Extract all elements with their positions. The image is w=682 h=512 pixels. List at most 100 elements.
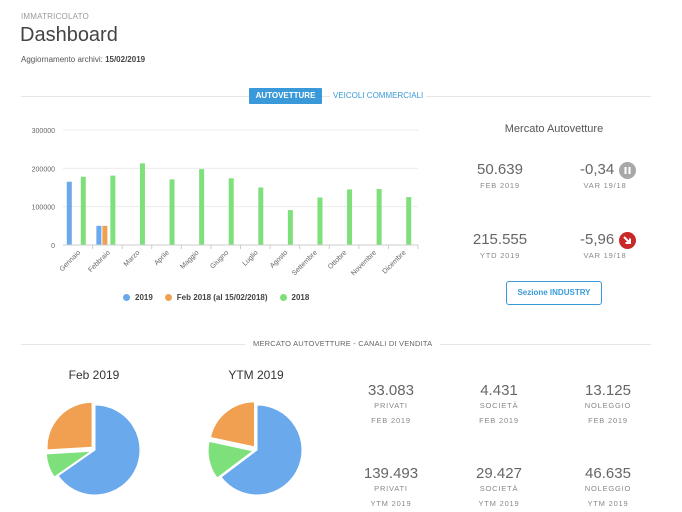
bar-2018[interactable] <box>110 175 116 245</box>
x-tick-label: Gennaio <box>59 249 83 273</box>
x-tick-label: Marzo <box>123 249 142 268</box>
pie-slice-noleggio[interactable] <box>209 401 255 448</box>
update-info: Aggiornamento archivi: 15/02/2019 <box>21 55 145 64</box>
stat-number: 46.635 <box>585 465 631 482</box>
chart-legend: 2019 Feb 2018 (al 15/02/2018) 2018 <box>123 293 309 302</box>
bar-2018[interactable] <box>258 187 264 246</box>
stat-privati-feb: 33.083 PRIVATI FEB 2019 <box>341 382 441 425</box>
stat-societa-feb: 4.431 SOCIETÀ FEB 2019 <box>449 382 549 425</box>
market-title: Mercato Autovetture <box>504 123 604 135</box>
pie-slice-privati[interactable] <box>57 404 141 496</box>
stat-label: PRIVATI <box>374 484 408 493</box>
pie-chart-feb <box>45 401 141 496</box>
x-tick-label: Novembre <box>350 249 378 277</box>
y-tick-label: 0 <box>51 243 55 250</box>
stat-number: 29.427 <box>476 465 522 482</box>
pie-chart-ytm <box>207 401 303 496</box>
legend-dot <box>279 294 287 301</box>
legend-item-2019[interactable]: 2019 <box>123 293 153 302</box>
pie1-title: Feb 2019 <box>68 368 120 382</box>
channels-section-title: MERCATO AUTOVETTURE - CANALI DI VENDITA <box>245 339 441 348</box>
x-tick-label: Maggio <box>179 249 200 270</box>
legend-label: 2019 <box>135 293 153 302</box>
y-tick-label: 300000 <box>32 128 55 135</box>
bar-2019[interactable] <box>96 225 102 245</box>
bar-chart: 0 100000 200000 300000 Gennaio Febbraio Marzo… <box>32 128 419 277</box>
legend-label: 2018 <box>291 293 310 302</box>
legend-item-2018[interactable]: 2018 <box>279 293 310 302</box>
pause-icon <box>619 162 636 179</box>
x-tick-label: Ottobre <box>327 249 349 271</box>
bar-2018[interactable] <box>199 169 205 245</box>
stat-period: YTM 2019 <box>478 499 520 508</box>
x-tick-label: Febbraio <box>87 249 112 274</box>
stat-ytd-value: 215.555 YTD 2019 <box>450 231 550 260</box>
page-title: Dashboard <box>20 24 118 46</box>
update-date: 15/02/2019 <box>105 55 146 64</box>
stat-period: YTM 2019 <box>370 499 412 508</box>
legend-item-feb-2018[interactable]: Feb 2018 (al 15/02/2018) <box>164 293 268 302</box>
stat-label: NOLEGGIO <box>584 401 632 410</box>
pie-slice-societ[interactable] <box>207 440 255 479</box>
stat-noleggio-feb: 13.125 NOLEGGIO FEB 2019 <box>558 382 658 425</box>
pie-slice-societ[interactable] <box>45 450 93 478</box>
stat-number: 50.639 <box>477 161 523 178</box>
bar-2018[interactable] <box>139 163 145 245</box>
legend-dot <box>164 294 172 301</box>
bar-2018[interactable] <box>317 197 323 245</box>
stat-number: 4.431 <box>480 382 518 399</box>
stat-privati-ytm: 139.493 PRIVATI YTM 2019 <box>341 465 441 508</box>
x-tick-label: Agosto <box>269 249 289 269</box>
bar-2018[interactable] <box>228 178 234 245</box>
tab-veicoli-commerciali[interactable]: VEICOLI COMMERCIALI <box>330 88 427 104</box>
stat-label: FEB 2019 <box>480 181 520 190</box>
tab-autovetture[interactable]: AUTOVETTURE <box>249 88 322 104</box>
bar-2018[interactable] <box>287 210 293 245</box>
stat-label: VAR 19/18 <box>583 251 627 260</box>
pie2-title: YTM 2019 <box>228 368 284 382</box>
bar-feb-2018[interactable] <box>102 225 108 245</box>
stat-label: NOLEGGIO <box>584 484 632 493</box>
stat-feb-var: -0,34 VAR 19/18 <box>555 161 655 190</box>
stat-number: -5,96 <box>580 231 615 248</box>
stat-label: PRIVATI <box>374 401 408 410</box>
stat-noleggio-ytm: 46.635 NOLEGGIO YTM 2019 <box>558 465 658 508</box>
stat-label: SOCIETÀ <box>479 401 519 410</box>
section-label: IMMATRICOLATO <box>21 12 89 21</box>
update-label: Aggiornamento archivi: <box>21 55 103 64</box>
arrow-down-right-icon <box>619 232 636 249</box>
stat-number: -0,34 <box>580 161 615 178</box>
x-tick-label: Dicembre <box>381 249 407 275</box>
x-tick-label: Aprile <box>153 249 171 267</box>
x-tick-label: Settembre <box>291 249 319 277</box>
y-tick-label: 100000 <box>32 205 55 212</box>
stat-number: 33.083 <box>368 382 414 399</box>
stat-period: FEB 2019 <box>588 416 628 425</box>
bar-2018[interactable] <box>169 179 175 245</box>
stat-feb-value: 50.639 FEB 2019 <box>450 161 550 190</box>
stat-societa-ytm: 29.427 SOCIETÀ YTM 2019 <box>449 465 549 508</box>
bar-2018[interactable] <box>406 197 412 245</box>
x-tick-label: Luglio <box>242 249 260 267</box>
pie-slice-noleggio[interactable] <box>46 401 93 451</box>
stat-label: YTD 2019 <box>479 251 521 260</box>
stat-label: VAR 19/18 <box>583 181 627 190</box>
stat-period: FEB 2019 <box>371 416 411 425</box>
stat-period: FEB 2019 <box>479 416 519 425</box>
stat-label: SOCIETÀ <box>479 484 519 493</box>
legend-label: Feb 2018 (al 15/02/2018) <box>176 293 268 302</box>
pie-slice-privati[interactable] <box>220 404 303 496</box>
x-tick-label: Giugno <box>209 249 230 270</box>
bar-2019[interactable] <box>66 181 72 245</box>
legend-dot <box>123 294 130 301</box>
bar-2018[interactable] <box>376 189 382 245</box>
y-tick-label: 200000 <box>32 166 55 173</box>
stat-period: YTM 2019 <box>587 499 629 508</box>
stat-number: 139.493 <box>363 465 419 482</box>
bar-2018[interactable] <box>347 189 353 245</box>
stat-ytd-var: -5,96 VAR 19/18 <box>555 231 655 260</box>
bar-2018[interactable] <box>80 176 86 245</box>
industry-section-button[interactable]: Sezione INDUSTRY <box>506 281 602 305</box>
stat-number: 13.125 <box>585 382 631 399</box>
stat-number: 215.555 <box>472 231 528 248</box>
